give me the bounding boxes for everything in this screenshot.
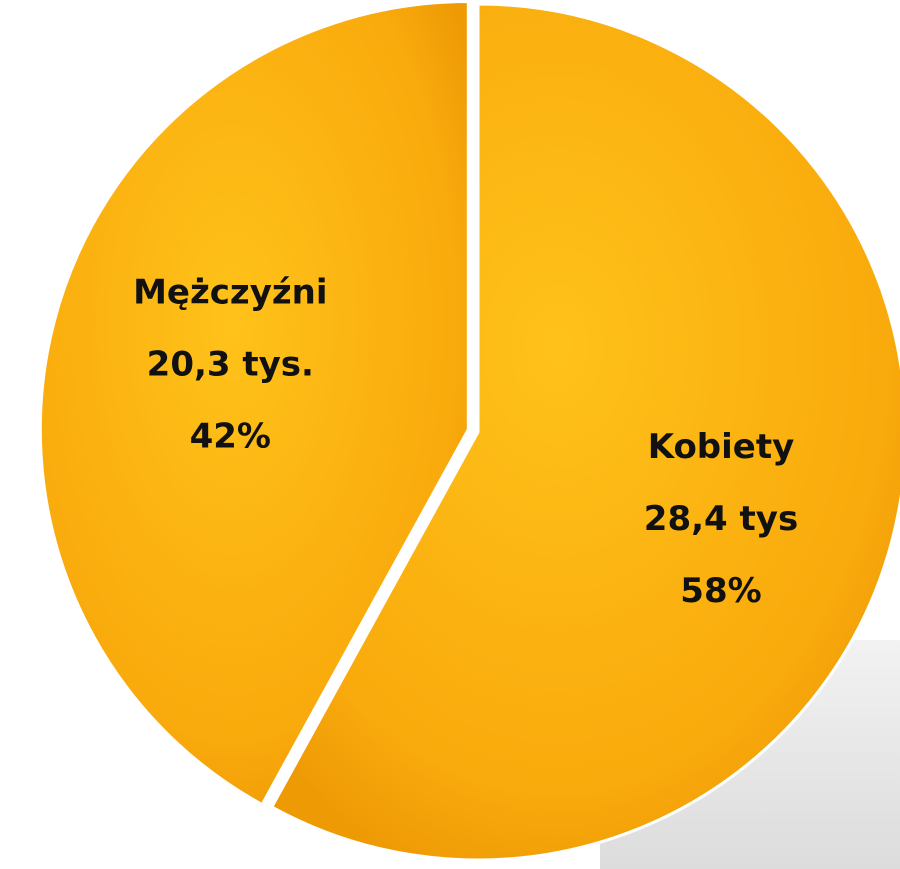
value-label: 58%: [680, 571, 761, 611]
slice: [38, 0, 470, 807]
slice: [269, 2, 900, 862]
value-label: 42%: [190, 416, 271, 456]
pie: [38, 0, 900, 862]
category-label: Mężczyźni: [133, 272, 327, 312]
labels: Kobiety 28,4 tys 58% Mężczyźni 20,3 tys. 42%: [133, 272, 798, 611]
amount-label: 28,4 tys: [644, 499, 798, 539]
category-label: Kobiety: [648, 427, 795, 467]
amount-label: 20,3 tys.: [147, 344, 314, 384]
